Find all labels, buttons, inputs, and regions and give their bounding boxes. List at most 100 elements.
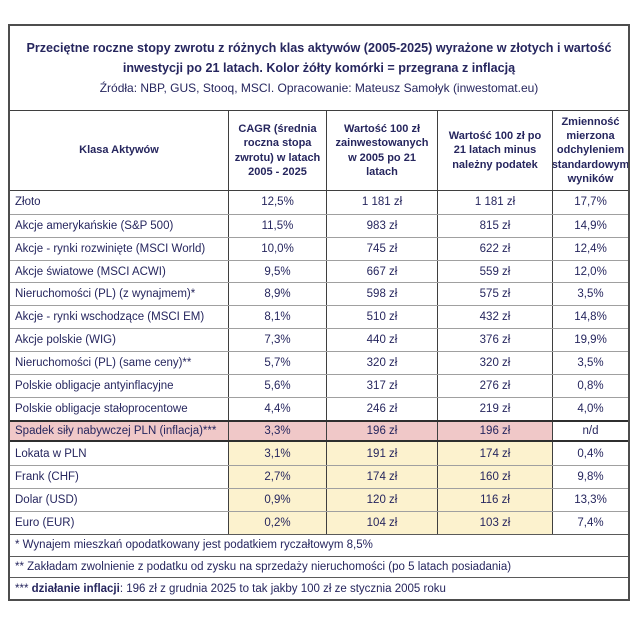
footnote-text-before: ** Zakładam zwolnienie z podatku od zysk… (15, 560, 512, 573)
returns-table: Przeciętne roczne stopy zwrotu z różnych… (8, 24, 630, 601)
cell-volatility: 4,0% (552, 397, 628, 420)
cell-cagr: 2,7% (228, 466, 326, 489)
column-header-cagr: CAGR (średnia roczna stopa zwrotu) w lat… (228, 111, 326, 190)
cell-volatility: 3,5% (552, 352, 628, 374)
cell-volatility: 17,7% (552, 191, 628, 214)
cell-cagr: 0,2% (228, 512, 326, 534)
cell-volatility: 12,0% (552, 260, 628, 283)
cell-value-gross: 667 zł (326, 260, 437, 283)
cell-cagr: 12,5% (228, 191, 326, 214)
footnote: *** działanie inflacji: 196 zł z grudnia… (10, 577, 628, 599)
cell-value-gross: 104 zł (326, 512, 437, 534)
cell-value-net: 376 zł (437, 329, 552, 352)
cell-asset-class: Lokata w PLN (15, 447, 87, 460)
cell-value-net: 622 zł (437, 237, 552, 260)
table-row: Akcje światowe (MSCI ACWI) 9,5% 667 zł 5… (10, 259, 628, 283)
column-header-asset-class: Klasa Aktywów (79, 144, 159, 157)
cell-cagr: 3,1% (228, 442, 326, 466)
cell-cagr: 7,3% (228, 329, 326, 352)
table-row: Lokata w PLN 3,1% 191 zł 174 zł 0,4% (10, 442, 628, 466)
cell-value-net: 174 zł (437, 442, 552, 466)
cell-value-gross: 317 zł (326, 374, 437, 397)
cell-value-net: 1 181 zł (437, 191, 552, 214)
cell-value-net: 160 zł (437, 466, 552, 489)
cell-value-net: 815 zł (437, 214, 552, 237)
cell-value-gross: 510 zł (326, 306, 437, 329)
cell-value-gross: 440 zł (326, 329, 437, 352)
table-header-row: Klasa Aktywów CAGR (średnia roczna stopa… (10, 111, 628, 191)
cell-asset-class: Frank (CHF) (15, 471, 79, 484)
cell-value-net: 116 zł (437, 489, 552, 512)
cell-value-gross: 174 zł (326, 466, 437, 489)
cell-volatility: 14,8% (552, 306, 628, 329)
cell-value-gross: 320 zł (326, 352, 437, 374)
footnote-text-before: * Wynajem mieszkań opodatkowany jest pod… (15, 539, 373, 552)
column-header-volatility: Zmienność mierzona odchyleniem standardo… (552, 111, 628, 190)
cell-asset-class: Akcje amerykańskie (S&P 500) (15, 219, 174, 232)
table-row: Złoto 12,5% 1 181 zł 1 181 zł 17,7% (10, 191, 628, 214)
cell-value-gross: 983 zł (326, 214, 437, 237)
cell-cagr: 8,1% (228, 306, 326, 329)
table-footnotes: * Wynajem mieszkań opodatkowany jest pod… (10, 533, 628, 599)
cell-asset-class: Akcje światowe (MSCI ACWI) (15, 265, 166, 278)
cell-volatility: 14,9% (552, 214, 628, 237)
cell-value-gross: 246 zł (326, 397, 437, 420)
table-title: Przeciętne roczne stopy zwrotu z różnych… (26, 40, 612, 75)
table-row: Frank (CHF) 2,7% 174 zł 160 zł 9,8% (10, 465, 628, 489)
footnote-text-before: *** (15, 582, 32, 595)
column-header-value-net: Wartość 100 zł po 21 latach minus należn… (437, 111, 552, 190)
cell-cagr: 8,9% (228, 283, 326, 306)
cell-asset-class: Dolar (USD) (15, 494, 78, 507)
cell-value-net: 276 zł (437, 374, 552, 397)
footnote-text-bold: działanie inflacji (31, 582, 120, 595)
cell-volatility: 19,9% (552, 329, 628, 352)
cell-volatility: 0,4% (552, 442, 628, 466)
column-header-value-gross: Wartość 100 zł zainwestowanych w 2005 po… (326, 111, 437, 190)
cell-asset-class: Akcje polskie (WIG) (15, 334, 116, 347)
table-title-block: Przeciętne roczne stopy zwrotu z różnych… (10, 26, 628, 111)
cell-cagr: 9,5% (228, 260, 326, 283)
cell-cagr: 4,4% (228, 397, 326, 420)
cell-asset-class: Polskie obligacje antyinflacyjne (15, 379, 174, 392)
cell-cagr: 5,7% (228, 352, 326, 374)
cell-volatility: 13,3% (552, 489, 628, 512)
cell-cagr: 5,6% (228, 374, 326, 397)
table-row: Akcje - rynki wschodzące (MSCI EM) 8,1% … (10, 305, 628, 329)
cell-volatility: 12,4% (552, 237, 628, 260)
table-row: Polskie obligacje antyinflacyjne 5,6% 31… (10, 373, 628, 397)
table-row: Akcje polskie (WIG) 7,3% 440 zł 376 zł 1… (10, 328, 628, 352)
cell-value-net: 219 zł (437, 397, 552, 420)
cell-value-net: 559 zł (437, 260, 552, 283)
table-source: Źródła: NBP, GUS, Stooq, MSCI. Opracowan… (99, 81, 539, 96)
cell-asset-class: Akcje - rynki wschodzące (MSCI EM) (15, 311, 205, 324)
footnote-text-after: : 196 zł z grudnia 2025 to tak jakby 100… (119, 582, 446, 595)
table-row: Euro (EUR) 0,2% 104 zł 103 zł 7,4% (10, 511, 628, 534)
cell-value-gross: 196 zł (326, 421, 437, 441)
table-row: Nieruchomości (PL) (z wynajmem)* 8,9% 59… (10, 282, 628, 306)
cell-cagr: 11,5% (228, 214, 326, 237)
cell-value-gross: 191 zł (326, 442, 437, 466)
cell-asset-class: Akcje - rynki rozwinięte (MSCI World) (15, 242, 206, 255)
cell-value-gross: 745 zł (326, 237, 437, 260)
cell-volatility: 0,8% (552, 374, 628, 397)
cell-value-net: 103 zł (437, 512, 552, 534)
cell-asset-class: Euro (EUR) (15, 516, 75, 529)
cell-value-net: 196 zł (437, 421, 552, 441)
cell-volatility: n/d (552, 421, 628, 441)
cell-cagr: 0,9% (228, 489, 326, 512)
cell-value-net: 320 zł (437, 352, 552, 374)
footnote: * Wynajem mieszkań opodatkowany jest pod… (10, 533, 628, 556)
cell-value-gross: 120 zł (326, 489, 437, 512)
cell-volatility: 3,5% (552, 283, 628, 306)
cell-cagr: 3,3% (228, 421, 326, 441)
cell-value-net: 575 zł (437, 283, 552, 306)
cell-asset-class: Polskie obligacje stałoprocentowe (15, 402, 188, 415)
cell-asset-class: Nieruchomości (PL) (same ceny)** (15, 356, 192, 369)
cell-value-gross: 598 zł (326, 283, 437, 306)
table-row: Polskie obligacje stałoprocentowe 4,4% 2… (10, 396, 628, 420)
footnote: ** Zakładam zwolnienie z podatku od zysk… (10, 555, 628, 578)
cell-volatility: 7,4% (552, 512, 628, 534)
cell-asset-class: Nieruchomości (PL) (z wynajmem)* (15, 288, 196, 301)
table-row: Nieruchomości (PL) (same ceny)** 5,7% 32… (10, 351, 628, 374)
table-body: Złoto 12,5% 1 181 zł 1 181 zł 17,7% Akcj… (10, 191, 628, 534)
